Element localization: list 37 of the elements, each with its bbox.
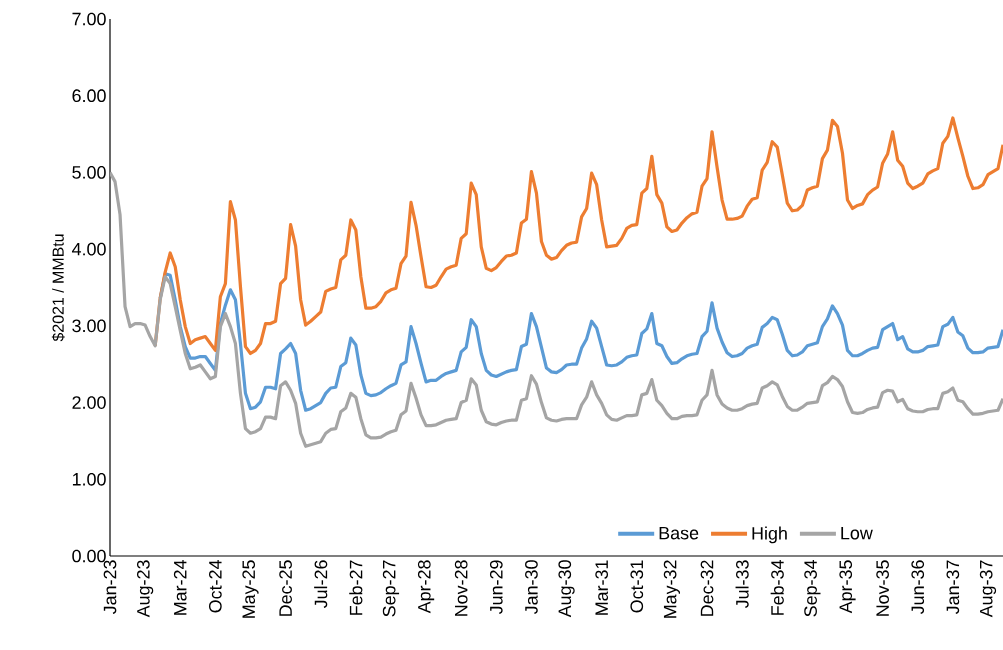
- x-tick-label: Mar-24: [173, 560, 187, 615]
- x-tick-label: Feb-27: [349, 560, 363, 615]
- x-tick-label: Aug-37: [979, 560, 997, 618]
- x-tick-label: Jun-36: [911, 560, 925, 615]
- x-tick-label: Sep-27: [382, 560, 400, 617]
- x-tick-label: Oct-24: [209, 560, 222, 613]
- legend-label: Base: [659, 526, 699, 540]
- y-tick-label: 5.00: [72, 166, 106, 179]
- x-tick-label: Jan-37: [946, 560, 960, 615]
- line-series: [153, 116, 1003, 356]
- x-tick-label: Jan-30: [525, 560, 538, 615]
- x-tick-label: Oct-31: [630, 560, 644, 613]
- legend-label: High: [752, 526, 787, 544]
- x-tick-label: May-32: [663, 560, 681, 618]
- x-tick-label: Jul-33: [735, 560, 749, 609]
- y-tick-label: 6.00: [72, 89, 106, 103]
- y-tick-label: 1.00: [72, 472, 106, 486]
- y-tick-label: 7.00: [72, 12, 106, 26]
- x-tick-label: Aug-23: [136, 560, 154, 618]
- x-tick-label: Jul-26: [314, 560, 328, 609]
- x-tick-label: Apr-35: [839, 560, 856, 614]
- x-tick-label: Aug-30: [558, 560, 575, 618]
- legend-label: Low: [841, 526, 873, 540]
- y-tick-label: 4.00: [71, 242, 106, 256]
- x-tick-label: Feb-34: [770, 560, 784, 615]
- x-tick-label: Dec-32: [700, 560, 714, 616]
- x-tick-label: Mar-31: [595, 560, 608, 615]
- x-tick-label: Dec-25: [279, 560, 292, 616]
- x-tick-label: Nov-28: [454, 560, 468, 616]
- x-tick-label: Apr-28: [417, 560, 435, 614]
- y-axis-title: $2021 / MMBtu: [51, 234, 65, 342]
- x-tick-label: Nov-35: [876, 560, 889, 616]
- x-tick-label: Sep-34: [804, 560, 821, 617]
- x-tick-label: Jun-29: [489, 560, 503, 615]
- x-tick-label: May-25: [242, 560, 259, 618]
- y-tick-label: 3.00: [72, 319, 106, 333]
- y-tick-label: 2.00: [72, 396, 106, 409]
